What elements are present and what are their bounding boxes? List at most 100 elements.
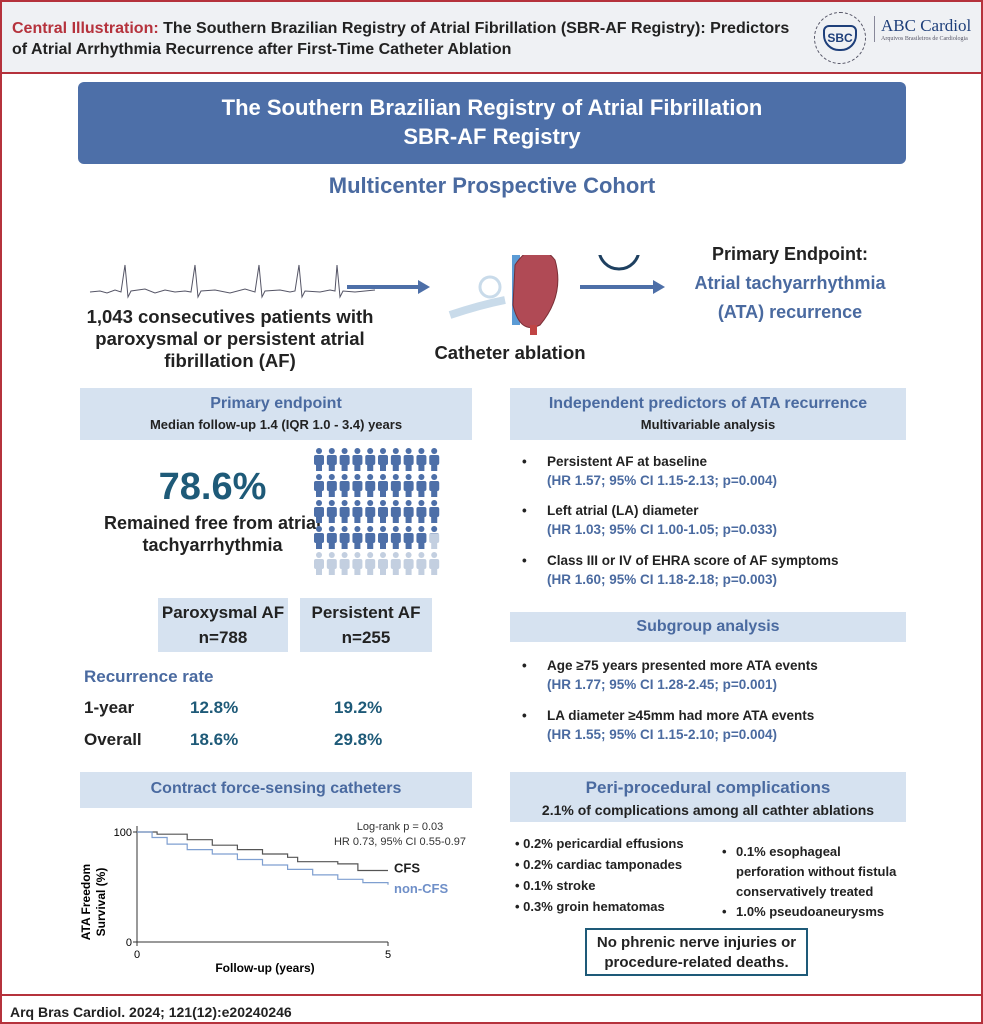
abc-logo: ABC Cardiol Arquivos Brasileiros de Cardi… <box>874 16 971 42</box>
complication-item: • 0.2% cardiac tamponades <box>515 857 683 872</box>
no-injuries-note: No phrenic nerve injuries or procedure-r… <box>585 928 808 976</box>
person-icon <box>416 526 427 549</box>
person-icon <box>365 500 376 523</box>
header-label: Central Illustration: <box>12 20 159 37</box>
person-icon <box>429 500 440 523</box>
person-icon <box>403 552 414 575</box>
title-banner: The Southern Brazilian Registry of Atria… <box>78 82 906 164</box>
person-icon <box>314 526 324 549</box>
predictors-header: Independent predictors of ATA recurrence… <box>510 388 906 440</box>
complications-right: • 0.1% esophageal perforation without fis… <box>722 842 902 922</box>
abc-logo-title: ABC Cardiol <box>881 16 972 35</box>
person-icon <box>429 526 440 549</box>
endpoint-line2: (ATA) recurrence <box>717 302 863 322</box>
person-icon <box>390 448 401 471</box>
person-icon <box>326 526 337 549</box>
ablation-label: Catheter ablation <box>434 342 586 363</box>
person-icon <box>365 526 376 549</box>
person-icon <box>365 552 376 575</box>
subgroup-text: LA diameter ≥45mm had more ATA events <box>547 708 815 723</box>
predictor-stats: (HR 1.60; 95% CI 1.18-2.18; p=0.003) <box>547 572 777 587</box>
person-icon <box>416 448 427 471</box>
person-icon <box>352 448 363 471</box>
person-icon <box>429 552 440 575</box>
predictor-text: Left atrial (LA) diameter <box>547 503 699 518</box>
free-percent: 78.6% <box>158 466 267 508</box>
person-icon <box>403 500 414 523</box>
primary-endpoint-subtitle: Median follow-up 1.4 (IQR 1.0 - 3.4) yea… <box>149 417 403 432</box>
predictors-title: Independent predictors of ATA recurrence <box>548 395 868 412</box>
complication-item: • 0.1% esophageal perforation without fis… <box>722 844 897 899</box>
row-value: 29.8% <box>334 730 383 749</box>
complication-item: • 0.3% groin hematomas <box>515 899 665 914</box>
person-icon <box>339 552 350 575</box>
series-line-non-cfs <box>137 831 389 885</box>
complication-item: • 0.2% pericardial effusions <box>515 836 684 851</box>
subgroup-header: Subgroup analysis <box>510 612 906 642</box>
predictor-text: Class III or IV of EHRA score of AF symp… <box>547 553 839 568</box>
chart-annotation: Log-rank p = 0.03 <box>357 821 444 833</box>
patients-text: 1,043 consecutives patients with paroxys… <box>86 306 374 371</box>
predictor-text: Persistent AF at baseline <box>547 454 708 469</box>
footer-citation: Arq Bras Cardiol. 2024; 121(12):e2024024… <box>0 994 983 1024</box>
legend-cfs: CFS <box>394 861 420 876</box>
sbc-logo-text: SBC <box>823 25 857 51</box>
arrow-icon <box>580 280 665 294</box>
arrow-icon <box>347 280 430 294</box>
row-value: 19.2% <box>334 698 383 717</box>
y-tick-label: 0 <box>126 937 132 949</box>
subgroup-stats: (HR 1.77; 95% CI 1.28-2.45; p=0.001) <box>547 677 777 692</box>
person-icon <box>339 448 350 471</box>
complications-left: • 0.2% pericardial effusions • 0.2% card… <box>515 833 684 917</box>
endpoint-line1: Atrial tachyarrhythmia <box>694 273 886 293</box>
person-icon <box>352 500 363 523</box>
y-tick-label: 100 <box>114 827 132 839</box>
header-title-text: The Southern Brazilian Registry of Atria… <box>12 20 790 58</box>
chart-header: Contract force-sensing catheters <box>80 772 472 808</box>
person-icon <box>339 474 350 497</box>
person-icon <box>352 552 363 575</box>
person-icon <box>378 552 388 575</box>
x-tick-label: 5 <box>385 949 391 961</box>
endpoint-label: Primary Endpoint: <box>711 244 868 264</box>
complication-item: • 1.0% pseudoaneurysms <box>722 904 885 919</box>
complications-header: Peri-procedural complications 2.1% of co… <box>510 772 906 822</box>
banner-line1: The Southern Brazilian Registry of Atria… <box>221 95 763 120</box>
ecg-icon <box>89 264 376 299</box>
chart-title: Contract force-sensing catheters <box>150 780 402 797</box>
person-icon <box>390 500 401 523</box>
person-icon <box>403 448 414 471</box>
person-icon <box>390 474 401 497</box>
y-axis-label-2: Survival (%) <box>94 868 108 937</box>
km-chart: Log-rank p = 0.03 HR 0.73, 95% CI 0.55-0… <box>79 821 466 975</box>
person-icon <box>339 526 350 549</box>
person-icon <box>352 526 363 549</box>
predictor-item: • Left atrial (LA) diameter (HR 1.03; 95% … <box>522 503 777 537</box>
complications-subtitle: 2.1% of complications among all cathter … <box>541 802 875 818</box>
person-icon <box>365 448 376 471</box>
subgroup-text: Age ≥75 years presented more ATA events <box>547 658 818 673</box>
free-caption: Remained free from atrial tachyarrhythmi… <box>103 513 322 555</box>
person-icon <box>416 474 427 497</box>
series-line-cfs <box>137 831 388 872</box>
person-icon <box>314 448 324 471</box>
chart-annotation: HR 0.73, 95% CI 0.55-0.97 <box>334 836 466 848</box>
subgroup-title: Subgroup analysis <box>636 618 780 635</box>
group-name: Persistent AF <box>311 603 421 622</box>
row-label: Overall <box>84 730 142 749</box>
catheter-icon <box>448 275 506 319</box>
person-icon <box>390 552 401 575</box>
person-icon <box>429 448 440 471</box>
x-axis-label: Follow-up (years) <box>215 961 314 975</box>
person-icon <box>378 500 388 523</box>
group-persistent: Persistent AF n=255 <box>300 598 432 652</box>
predictor-item: • Persistent AF at baseline (HR 1.57; 95% … <box>522 454 777 488</box>
group-n: n=255 <box>341 628 391 647</box>
person-icon <box>416 552 427 575</box>
y-axis-label-1: ATA Freedom <box>79 864 93 940</box>
predictor-stats: (HR 1.57; 95% CI 1.15-2.13; p=0.004) <box>547 473 777 488</box>
group-n: n=788 <box>198 628 248 647</box>
person-icon <box>339 500 350 523</box>
row-label: 1-year <box>84 698 135 717</box>
person-icon <box>403 474 414 497</box>
